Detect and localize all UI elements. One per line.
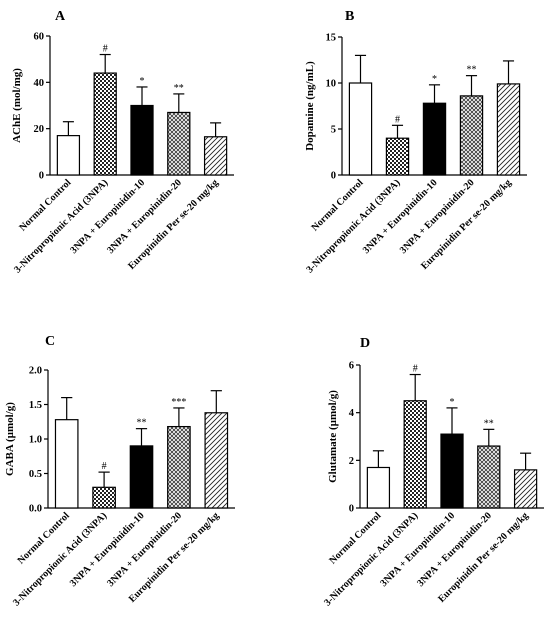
significance-marker: ** bbox=[137, 418, 147, 429]
significance-marker: * bbox=[450, 397, 455, 408]
panel-letter: A bbox=[55, 9, 66, 24]
y-tick-label: 6 bbox=[349, 361, 354, 372]
significance-marker: * bbox=[432, 74, 437, 85]
bar bbox=[513, 469, 538, 509]
y-tick-label: 0 bbox=[331, 171, 336, 182]
x-tick-label: 3NPA + Europinidin-10 bbox=[378, 510, 457, 589]
y-tick-label: 0.5 bbox=[29, 469, 42, 480]
significance-marker: *** bbox=[171, 397, 186, 408]
bar bbox=[496, 83, 521, 176]
y-tick-label: 1.0 bbox=[29, 435, 42, 446]
y-tick-label: 15 bbox=[326, 33, 337, 44]
panel-letter: D bbox=[360, 336, 370, 351]
bar bbox=[348, 82, 373, 176]
significance-marker: # bbox=[395, 114, 400, 125]
x-tick-label: 3NPA + Europinidin-20 bbox=[398, 177, 477, 256]
bar bbox=[440, 433, 464, 509]
bar bbox=[56, 135, 81, 176]
y-tick-label: 60 bbox=[34, 32, 45, 43]
bar bbox=[129, 445, 154, 509]
y-tick-label: 40 bbox=[34, 78, 45, 89]
y-tick-label: 20 bbox=[34, 124, 45, 135]
y-tick-label: 10 bbox=[326, 79, 337, 90]
bar bbox=[54, 419, 79, 509]
y-tick-label: 0 bbox=[39, 171, 44, 182]
x-tick-label: 3NPA + Europinidin-10 bbox=[361, 177, 440, 256]
y-axis-label: GABA (µmol/g) bbox=[4, 402, 16, 476]
bar bbox=[459, 95, 484, 176]
y-axis-label: Dopamine (ng/mL) bbox=[304, 61, 316, 151]
panel-letter: C bbox=[45, 334, 55, 349]
bar bbox=[92, 486, 116, 509]
significance-marker: * bbox=[140, 76, 145, 87]
significance-marker: ** bbox=[467, 65, 477, 76]
y-tick-label: 2 bbox=[349, 456, 354, 467]
y-tick-label: 5 bbox=[331, 125, 336, 136]
y-tick-label: 4 bbox=[349, 408, 355, 419]
x-tick-label: 3NPA + Europinidin-20 bbox=[105, 510, 184, 589]
significance-marker: ** bbox=[484, 418, 494, 429]
panel-letter: B bbox=[345, 9, 354, 24]
x-tick-label: 3NPA + Europinidin-20 bbox=[105, 177, 184, 256]
y-axis-label: AChE (mol/mg) bbox=[11, 68, 23, 143]
x-tick-label: 3NPA + Europinidin-20 bbox=[415, 510, 494, 589]
x-tick-label: 3NPA + Europinidin-10 bbox=[68, 177, 147, 256]
significance-marker: ** bbox=[174, 83, 184, 94]
significance-marker: # bbox=[413, 364, 418, 375]
bar bbox=[130, 104, 154, 176]
bar bbox=[422, 102, 447, 176]
y-tick-label: 0.0 bbox=[29, 504, 42, 515]
y-tick-label: 1.5 bbox=[29, 400, 42, 411]
bar bbox=[366, 466, 391, 509]
bar bbox=[204, 412, 229, 509]
bar bbox=[203, 136, 228, 176]
bar bbox=[167, 111, 191, 176]
bar bbox=[167, 425, 191, 509]
y-axis-label: Glutamate (µmol/g) bbox=[327, 390, 339, 483]
bar bbox=[93, 72, 117, 176]
bar bbox=[385, 137, 410, 176]
significance-marker: # bbox=[103, 44, 108, 55]
significance-marker: # bbox=[102, 461, 107, 472]
bar bbox=[403, 400, 427, 509]
bar bbox=[477, 445, 501, 509]
y-tick-label: 2.0 bbox=[29, 366, 42, 377]
x-tick-label: 3NPA + Europinidin-10 bbox=[68, 510, 147, 589]
y-tick-label: 0 bbox=[349, 504, 354, 515]
